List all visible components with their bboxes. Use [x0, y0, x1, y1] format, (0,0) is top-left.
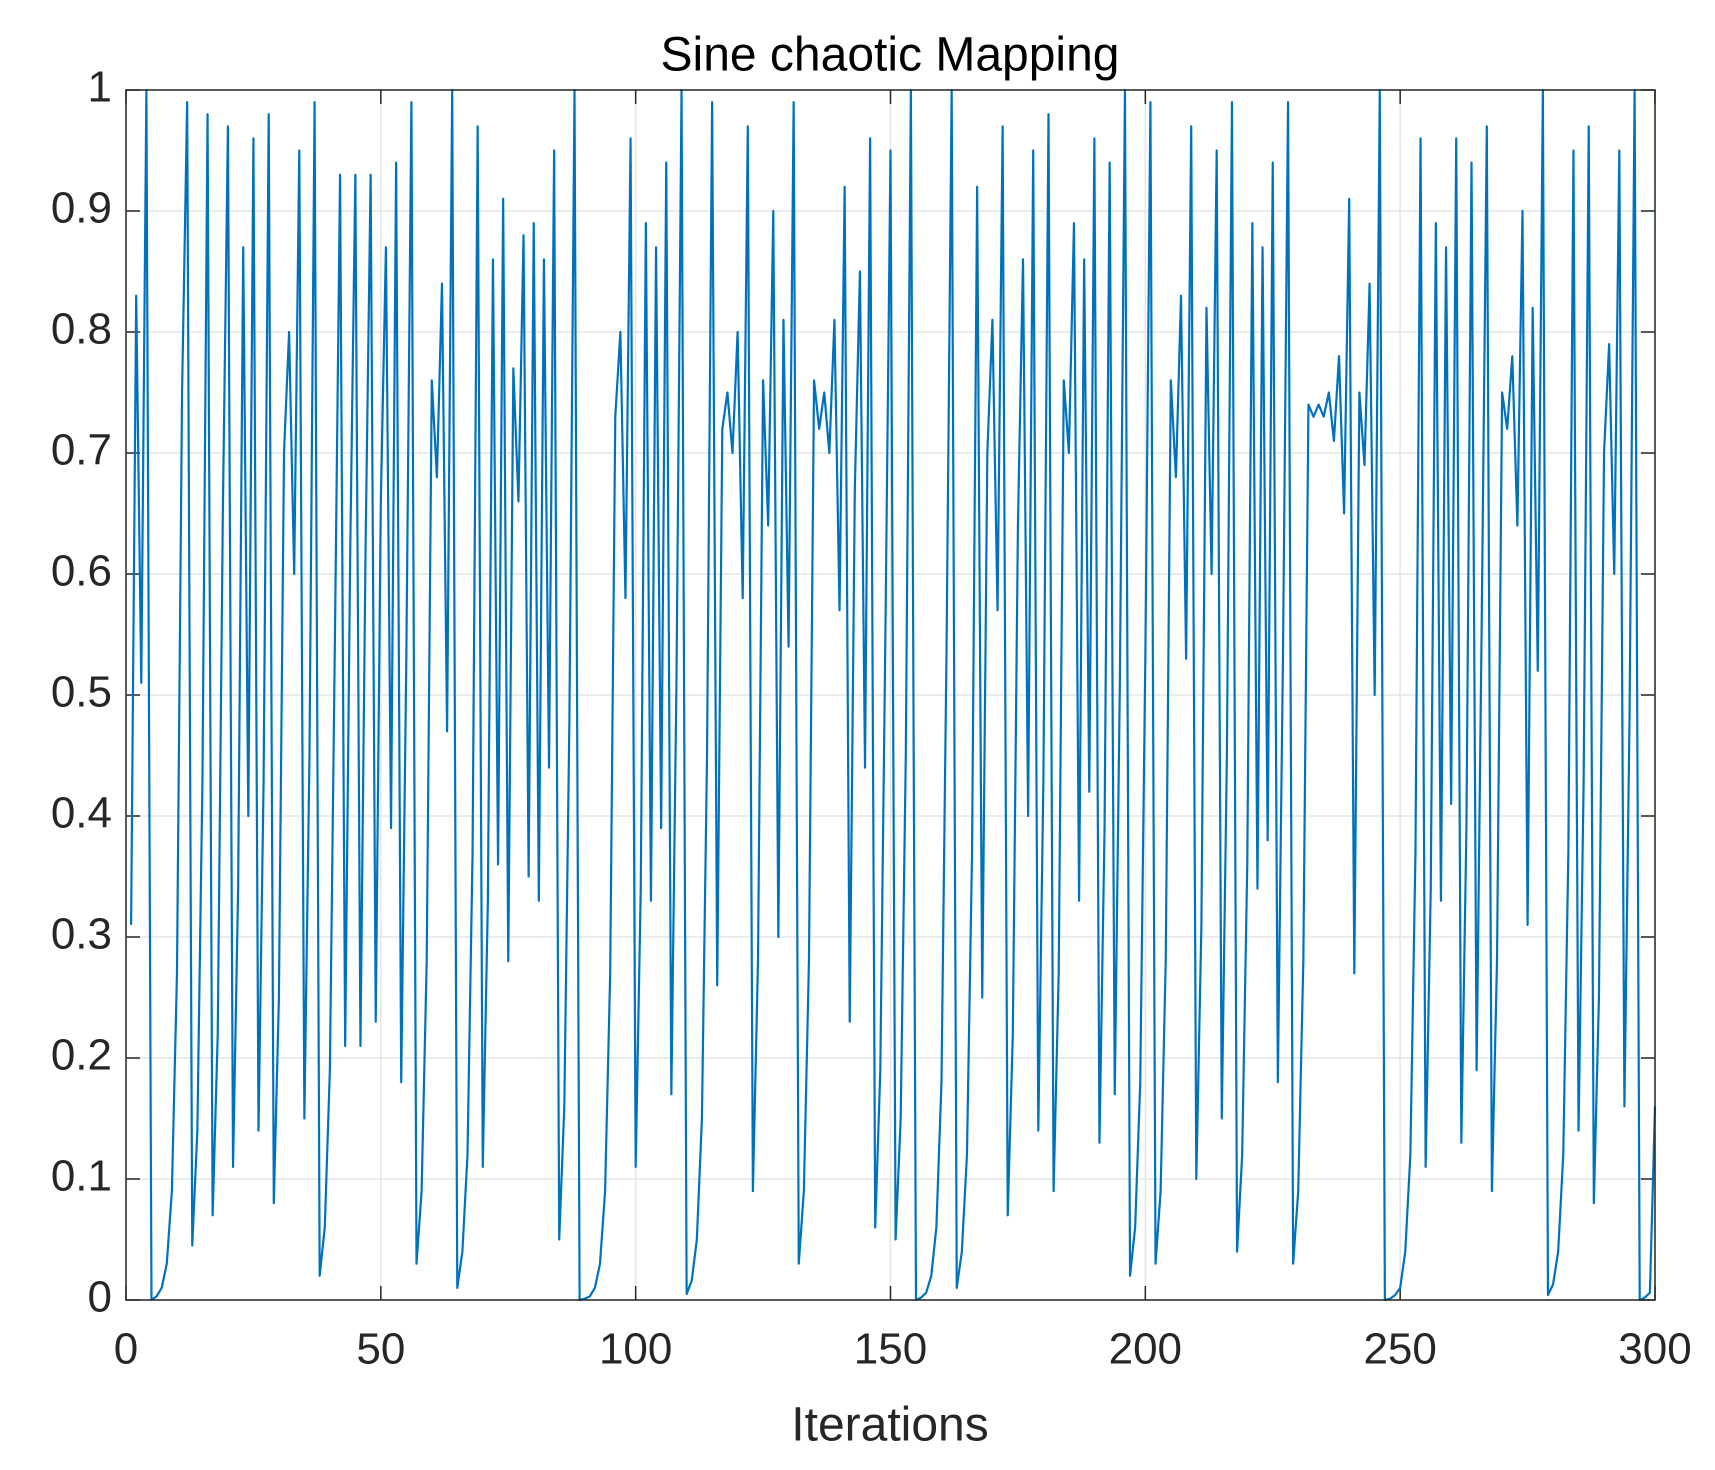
x-tick-label: 200 — [1109, 1325, 1182, 1374]
x-tick-label: 150 — [854, 1325, 927, 1374]
y-tick-label: 0.8 — [51, 305, 112, 354]
y-tick-label: 0.5 — [51, 668, 112, 717]
y-tick-label: 0.1 — [51, 1152, 112, 1201]
y-tick-label: 0.3 — [51, 910, 112, 959]
x-axis-label: Iterations — [791, 1399, 988, 1452]
x-tick-label: 100 — [599, 1325, 672, 1374]
y-tick-label: 1 — [88, 63, 112, 112]
data-line — [130, 88, 1657, 1302]
y-tick-label: 0.9 — [51, 184, 112, 233]
y-tick-label: 0.6 — [51, 547, 112, 596]
x-tick-label: 300 — [1618, 1325, 1691, 1374]
chart-title: Sine chaotic Mapping — [661, 29, 1120, 82]
y-tick-label: 0.4 — [51, 789, 112, 838]
x-tick-label: 0 — [114, 1325, 138, 1374]
y-tick-label: 0.7 — [51, 426, 112, 475]
y-tick-label: 0.2 — [51, 1031, 112, 1080]
x-tick-label: 250 — [1363, 1325, 1436, 1374]
y-tick-label: 0 — [88, 1273, 112, 1322]
x-tick-label: 50 — [356, 1325, 405, 1374]
axes-box — [125, 89, 1656, 1301]
